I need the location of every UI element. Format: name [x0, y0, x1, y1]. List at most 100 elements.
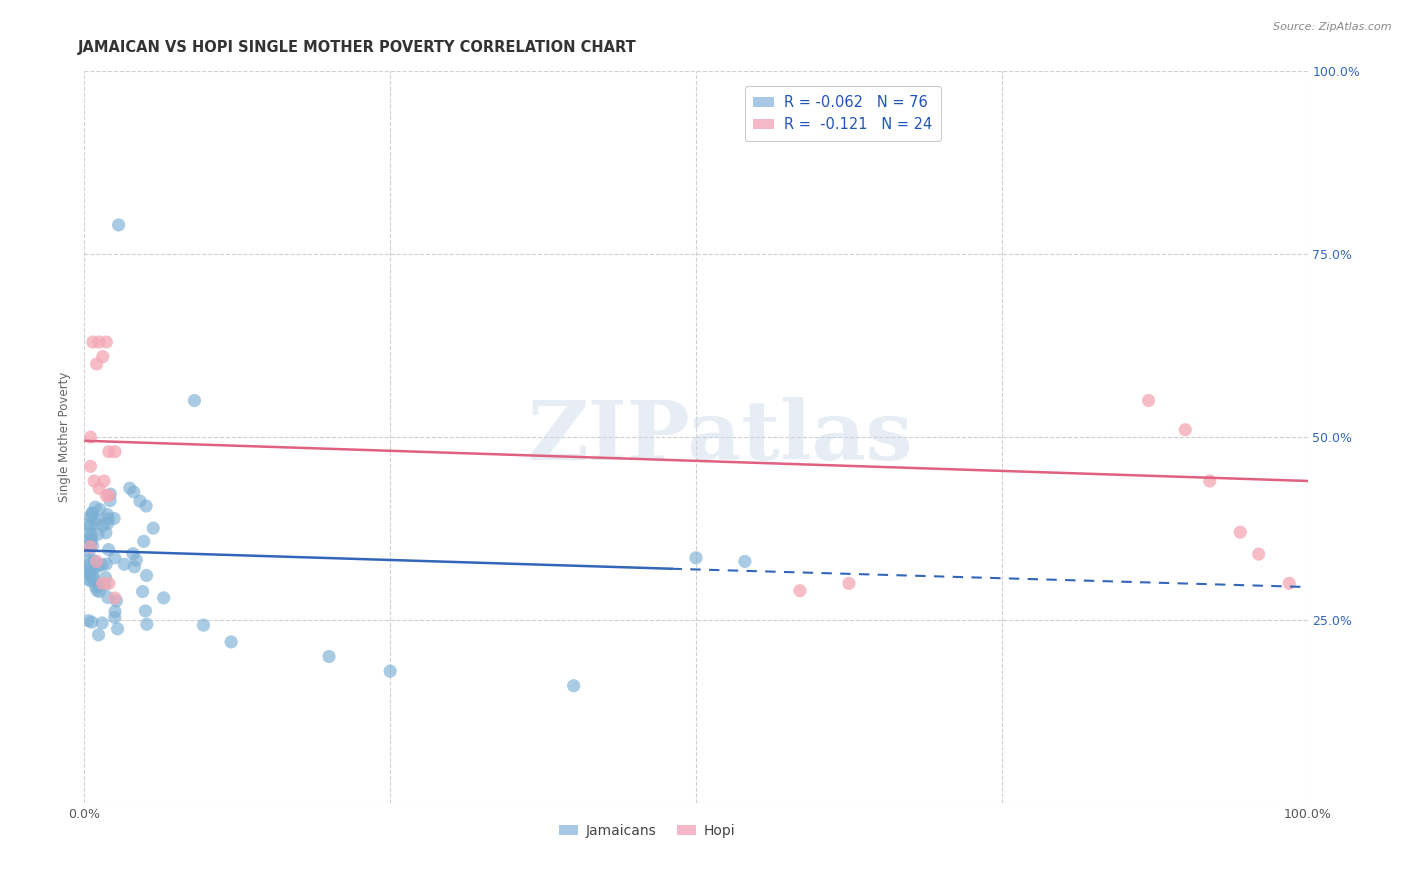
Point [77, 567, 100, 582]
Point [97, 591, 120, 605]
Point [134, 604, 156, 618]
Point [789, 583, 811, 598]
Point [80, 574, 103, 588]
Point [107, 218, 129, 232]
Y-axis label: Single Mother Poverty: Single Mother Poverty [58, 372, 72, 502]
Point [838, 576, 860, 591]
Point [93, 474, 115, 488]
Point [98, 487, 121, 501]
Point [82, 506, 104, 520]
Point [79, 558, 101, 572]
Point [1278, 576, 1301, 591]
Point [142, 521, 165, 535]
Point [79, 538, 101, 552]
Point [77, 532, 100, 546]
Point [87, 628, 110, 642]
Point [82, 569, 104, 583]
Point [91, 576, 114, 591]
Point [79, 519, 101, 533]
Point [98, 493, 121, 508]
Point [132, 534, 155, 549]
Point [219, 635, 242, 649]
Point [79, 536, 101, 550]
Point [97, 516, 120, 531]
Point [193, 618, 215, 632]
Point [96, 557, 118, 571]
Point [80, 615, 103, 629]
Text: JAMAICAN VS HOPI SINGLE MOTHER POVERTY CORRELATION CHART: JAMAICAN VS HOPI SINGLE MOTHER POVERTY C… [77, 40, 636, 55]
Point [122, 485, 145, 500]
Point [685, 550, 707, 565]
Point [77, 517, 100, 532]
Point [104, 610, 127, 624]
Point [84, 516, 107, 531]
Point [82, 539, 104, 553]
Text: ZIPatlas: ZIPatlas [527, 397, 912, 477]
Point [89, 502, 111, 516]
Point [83, 474, 105, 488]
Point [107, 622, 129, 636]
Point [104, 605, 127, 619]
Point [79, 540, 101, 554]
Point [122, 547, 145, 561]
Point [380, 664, 402, 678]
Point [87, 579, 110, 593]
Point [84, 500, 107, 515]
Point [86, 357, 108, 371]
Point [152, 591, 174, 605]
Point [734, 554, 756, 568]
Point [77, 614, 100, 628]
Point [79, 430, 101, 444]
Point [94, 571, 117, 585]
Point [82, 572, 104, 586]
Point [79, 540, 101, 554]
Point [86, 554, 108, 568]
Point [83, 554, 105, 568]
Point [83, 554, 105, 568]
Point [562, 679, 585, 693]
Point [103, 511, 125, 525]
Point [87, 559, 110, 574]
Point [135, 568, 157, 582]
Point [77, 573, 100, 587]
Point [1174, 423, 1197, 437]
Point [77, 544, 100, 558]
Point [79, 459, 101, 474]
Point [97, 542, 120, 557]
Point [104, 550, 127, 565]
Point [87, 334, 110, 349]
Point [80, 563, 103, 577]
Point [104, 591, 127, 605]
Point [1247, 547, 1270, 561]
Point [97, 576, 120, 591]
Point [96, 489, 118, 503]
Point [80, 533, 103, 547]
Point [96, 508, 118, 522]
Point [97, 444, 120, 458]
Point [86, 583, 108, 598]
Point [135, 617, 157, 632]
Text: Source: ZipAtlas.com: Source: ZipAtlas.com [1274, 22, 1392, 32]
Point [118, 481, 141, 495]
Point [89, 584, 111, 599]
Point [80, 528, 103, 542]
Point [105, 593, 128, 607]
Point [87, 481, 110, 495]
Point [84, 580, 107, 594]
Point [91, 615, 114, 630]
Point [183, 393, 205, 408]
Point [1229, 525, 1251, 540]
Point [91, 558, 114, 572]
Point [91, 350, 114, 364]
Point [77, 564, 100, 578]
Point [97, 512, 120, 526]
Point [83, 562, 105, 576]
Point [131, 584, 153, 599]
Point [80, 507, 103, 521]
Point [91, 518, 114, 533]
Point [96, 334, 118, 349]
Point [94, 578, 117, 592]
Point [94, 525, 117, 540]
Point [1137, 393, 1160, 408]
Point [87, 527, 110, 541]
